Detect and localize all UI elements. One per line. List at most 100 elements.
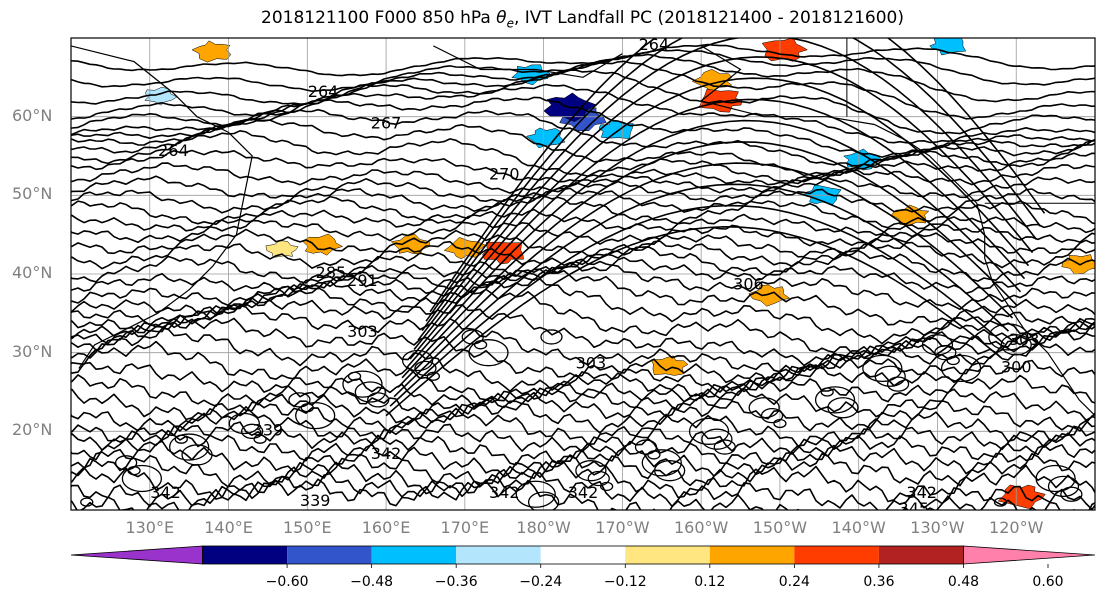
pc-anomaly-blob — [650, 355, 689, 376]
theta-e-contour-loop — [760, 407, 784, 424]
latitude-label: 60°N — [12, 105, 53, 125]
contour-label: 303 — [347, 322, 378, 341]
theta-e-contour-loop — [814, 386, 856, 414]
theta-e-contour-loop — [653, 460, 686, 482]
theta-e-contour — [425, 38, 1042, 322]
contour-label: 342 — [150, 483, 181, 502]
theta-e-contour-loop — [288, 392, 311, 408]
longitude-label: 130°E — [125, 518, 175, 537]
longitude-label: 160°E — [361, 518, 411, 537]
theta-e-contour — [71, 256, 1095, 295]
theta-e-contour-loop — [634, 439, 658, 455]
colorbar-segment — [794, 546, 879, 564]
title-suffix: , IVT Landfall PC (2018121400 - 20181216… — [513, 8, 904, 28]
theta-e-contour-loop — [241, 423, 264, 439]
contour-label: 291 — [347, 271, 378, 290]
theta-e-contour — [71, 440, 1095, 478]
theta-e-contour-loop — [820, 387, 834, 397]
colorbar-tick-label: −0.60 — [265, 574, 309, 590]
theta-e-contour-loop — [874, 365, 906, 387]
theta-e-contour — [397, 162, 1014, 388]
theta-e-contour-loop — [993, 497, 1008, 507]
colorbar-tick-label: 0.24 — [778, 574, 810, 590]
theta-e-contour-loop — [713, 439, 736, 455]
theta-e-contour-loop — [688, 417, 730, 445]
coastline — [699, 45, 1095, 417]
colorbar-over-arrow — [963, 545, 1096, 565]
theta-e-contour — [71, 240, 1095, 270]
longitude-label: 170°W — [595, 518, 650, 537]
theta-e-contour-loop — [921, 334, 954, 356]
theta-e-contour — [421, 38, 1038, 332]
theta-e-contour-loop — [527, 491, 560, 510]
theta-e-contour-loop — [295, 401, 336, 430]
longitude-label: 180°W — [516, 518, 571, 537]
map-title: 2018121100 F000 850 hPa θe, IVT Landfall… — [0, 8, 1105, 30]
theta-subscript: e — [506, 16, 514, 31]
theta-e-contour — [413, 77, 1030, 351]
theta-e-contour — [71, 175, 1095, 202]
theta-e-contour-loop — [886, 376, 910, 392]
theta-e-contour-loop — [827, 397, 859, 419]
theta-e-contour-loop — [1047, 475, 1080, 498]
colorbar-segment — [709, 546, 795, 564]
latitude-label: 50°N — [12, 184, 53, 204]
theta-e-contour-loop — [114, 455, 138, 471]
theta-e-contour-loop — [174, 434, 188, 444]
theta-e-contour — [71, 421, 1095, 455]
colorbar-tick-label: −0.12 — [603, 574, 647, 590]
coastline — [71, 45, 253, 369]
theta-e-contour — [393, 183, 1010, 398]
theta-e-contour-loop — [80, 497, 94, 507]
contour-label: 264 — [308, 82, 339, 101]
coastline — [433, 45, 623, 78]
theta-e-contour-loop — [540, 329, 563, 345]
theta-e-contour-loop — [515, 480, 556, 508]
theta-e-contour — [71, 162, 1095, 194]
pc-anomaly-blob — [265, 240, 299, 258]
theta-e-contour-loop — [862, 354, 903, 383]
theta-e-contour — [71, 374, 1095, 415]
longitude-label: 130°W — [910, 518, 965, 537]
colorbar-segment — [625, 546, 710, 564]
theta-e-contour-loop — [748, 397, 780, 419]
theta-e-contour-loop — [934, 345, 957, 361]
coastlines — [71, 38, 1095, 417]
contour-label: 285 — [316, 263, 347, 282]
theta-e-contours — [71, 38, 1095, 510]
title-prefix: 2018121100 F000 850 hPa — [261, 8, 497, 28]
map-frame — [70, 37, 1096, 511]
theta-e-contour-loop — [641, 449, 682, 477]
theta-e-contour — [71, 245, 1095, 284]
colorbar-tick-label: −0.36 — [434, 574, 478, 590]
longitude-label: 150°E — [282, 518, 332, 537]
theta-e-contour — [71, 452, 1095, 488]
colorbar-frame — [202, 545, 964, 565]
theta-e-contour-loop — [1060, 486, 1083, 502]
theta-e-contour — [71, 461, 1095, 503]
contour-label: 345 — [899, 499, 930, 518]
theta-e-contour-loop — [940, 354, 982, 383]
contour-label: 300 — [1001, 357, 1032, 376]
theta-e-contour — [385, 225, 1002, 417]
theta-e-contour — [71, 49, 1095, 92]
theta-e-contour-loop — [468, 339, 509, 367]
contour-label: 264 — [158, 141, 189, 160]
theta-e-contour — [71, 60, 1095, 120]
colorbar-segment — [456, 546, 541, 564]
theta-e-contour-loop — [1035, 464, 1076, 493]
contour-label: 339 — [300, 491, 331, 510]
contour-label: 339 — [253, 420, 284, 439]
theta-e-contour — [405, 119, 1022, 369]
theta-e-contour — [71, 262, 1095, 311]
longitude-label: 140°E — [204, 518, 253, 537]
latitude-label: 20°N — [12, 420, 53, 440]
theta-e-contour-loop — [367, 392, 390, 408]
theta-e-contour — [71, 340, 1095, 402]
colorbar-segment — [878, 546, 964, 564]
theta-e-contour-loop — [347, 371, 362, 381]
pc-anomaly-blob — [191, 40, 232, 63]
longitude-label: 140°W — [831, 518, 886, 537]
theta-e-contour — [401, 141, 1018, 379]
